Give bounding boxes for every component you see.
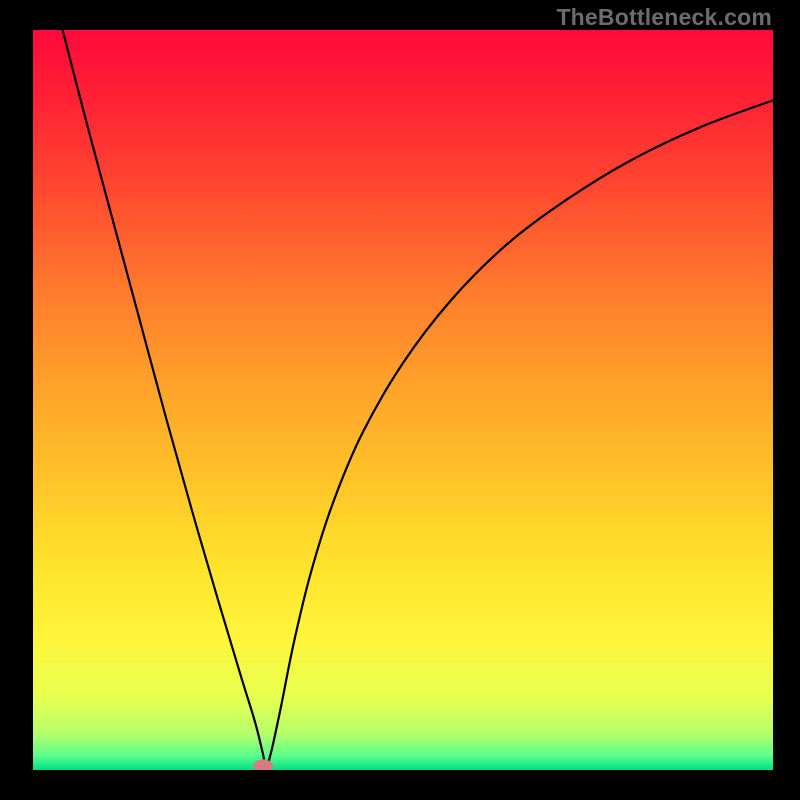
plot-area [33,30,773,770]
watermark-text: TheBottleneck.com [556,4,772,31]
gradient-rect [33,30,773,770]
chart-svg [33,30,773,770]
chart-canvas: TheBottleneck.com [0,0,800,800]
